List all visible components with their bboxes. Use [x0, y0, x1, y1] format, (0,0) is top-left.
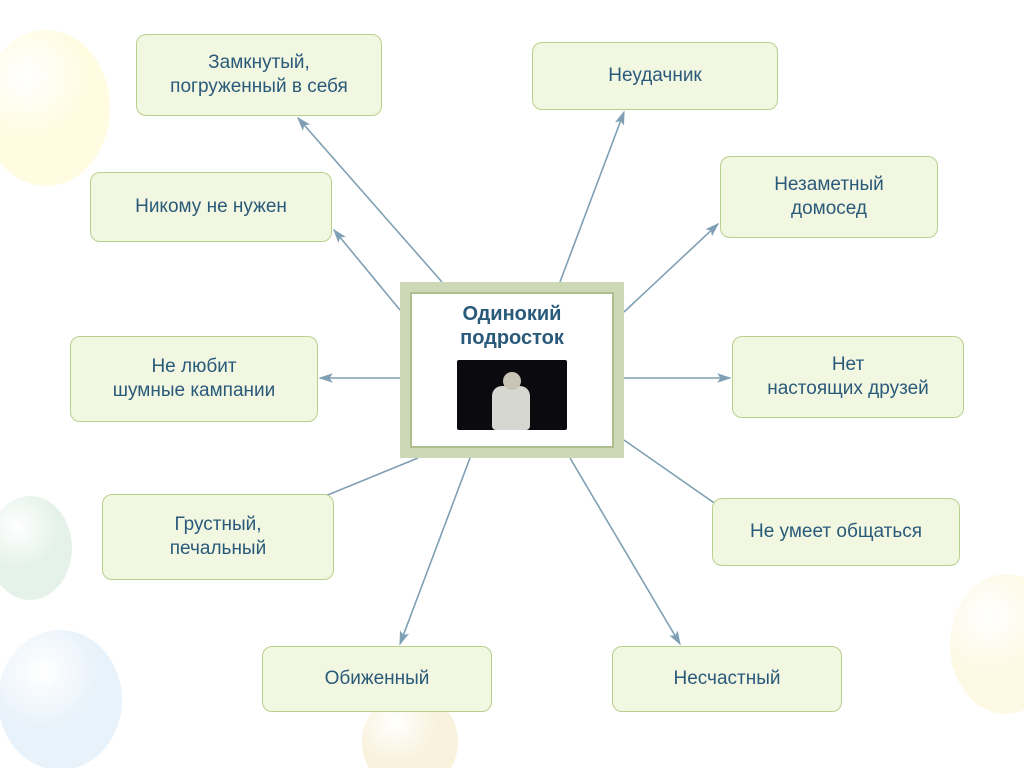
balloon-decoration: [0, 496, 72, 600]
concept-node: Нет настоящих друзей: [732, 336, 964, 418]
center-photo: [457, 360, 567, 430]
concept-node-label: Нет настоящих друзей: [767, 353, 929, 401]
balloon-decoration: [0, 630, 122, 768]
connector-arrow: [570, 458, 680, 644]
concept-node-label: Не умеет общаться: [750, 520, 922, 544]
concept-node: Обиженный: [262, 646, 492, 712]
concept-node-label: Грустный, печальный: [170, 513, 266, 561]
center-title: Одинокий подросток: [424, 302, 600, 350]
concept-node-label: Неудачник: [608, 64, 702, 88]
connector-arrow: [400, 458, 470, 644]
connector-arrow: [334, 230, 400, 310]
concept-node: Никому не нужен: [90, 172, 332, 242]
concept-node: Не любит шумные кампании: [70, 336, 318, 422]
concept-node: Грустный, печальный: [102, 494, 334, 580]
concept-node: Замкнутый, погруженный в себя: [136, 34, 382, 116]
concept-node: Не умеет общаться: [712, 498, 960, 566]
balloon-decoration: [950, 574, 1024, 714]
connector-arrow: [624, 224, 718, 312]
concept-node: Незаметный домосед: [720, 156, 938, 238]
concept-node-label: Обиженный: [325, 667, 430, 691]
concept-node: Неудачник: [532, 42, 778, 110]
balloon-decoration: [0, 30, 110, 186]
concept-node-label: Несчастный: [673, 667, 780, 691]
concept-node-label: Никому не нужен: [135, 195, 287, 219]
concept-node-label: Незаметный домосед: [774, 173, 884, 221]
concept-node-label: Замкнутый, погруженный в себя: [170, 51, 348, 99]
connector-arrow: [560, 112, 624, 282]
diagram-canvas: Одинокий подросток Замкнутый, погруженны…: [0, 0, 1024, 768]
center-node: Одинокий подросток: [400, 282, 624, 458]
concept-node-label: Не любит шумные кампании: [113, 355, 276, 403]
concept-node: Несчастный: [612, 646, 842, 712]
